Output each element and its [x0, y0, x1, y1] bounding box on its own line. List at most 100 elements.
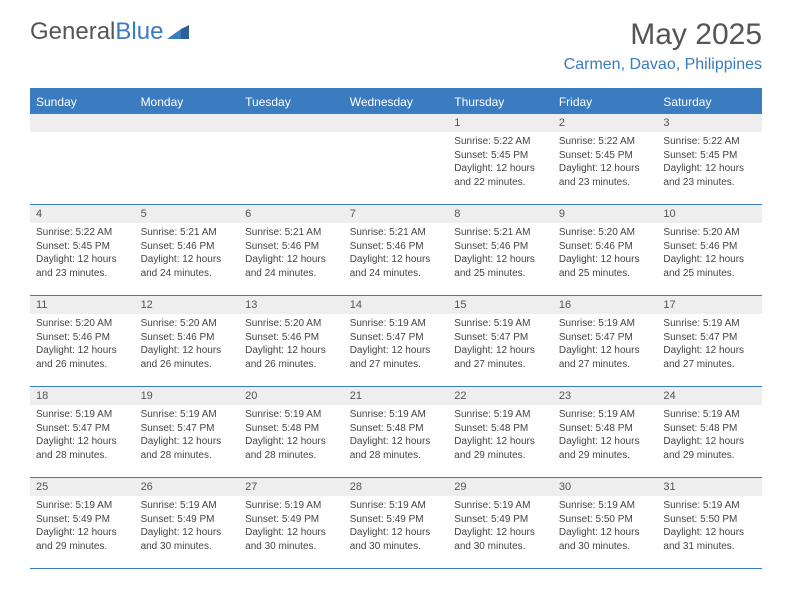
day-cell: 16Sunrise: 5:19 AMSunset: 5:47 PMDayligh… — [553, 296, 658, 386]
day-header-cell: Thursday — [448, 90, 553, 114]
day-details: Sunrise: 5:19 AMSunset: 5:48 PMDaylight:… — [657, 405, 762, 465]
day-cell: 29Sunrise: 5:19 AMSunset: 5:49 PMDayligh… — [448, 478, 553, 568]
day-cell: 21Sunrise: 5:19 AMSunset: 5:48 PMDayligh… — [344, 387, 449, 477]
week-row: 11Sunrise: 5:20 AMSunset: 5:46 PMDayligh… — [30, 296, 762, 387]
day-number — [344, 114, 449, 132]
day-details: Sunrise: 5:20 AMSunset: 5:46 PMDaylight:… — [553, 223, 658, 283]
logo-text-1: General — [30, 18, 115, 46]
day-number: 2 — [553, 114, 658, 132]
day-number: 4 — [30, 205, 135, 223]
day-number: 25 — [30, 478, 135, 496]
day-header-cell: Saturday — [657, 90, 762, 114]
day-details: Sunrise: 5:19 AMSunset: 5:50 PMDaylight:… — [553, 496, 658, 556]
day-number: 16 — [553, 296, 658, 314]
day-header-cell: Wednesday — [344, 90, 449, 114]
day-number: 7 — [344, 205, 449, 223]
day-number: 17 — [657, 296, 762, 314]
day-cell — [239, 114, 344, 204]
day-cell: 10Sunrise: 5:20 AMSunset: 5:46 PMDayligh… — [657, 205, 762, 295]
day-number: 12 — [135, 296, 240, 314]
day-cell — [344, 114, 449, 204]
day-details: Sunrise: 5:19 AMSunset: 5:48 PMDaylight:… — [448, 405, 553, 465]
day-details: Sunrise: 5:21 AMSunset: 5:46 PMDaylight:… — [344, 223, 449, 283]
day-cell: 1Sunrise: 5:22 AMSunset: 5:45 PMDaylight… — [448, 114, 553, 204]
day-number: 14 — [344, 296, 449, 314]
day-number: 3 — [657, 114, 762, 132]
weeks-container: 1 Sunrise: 5:22 AMSunset: 5:45 PMDaylight… — [30, 114, 762, 569]
day-cell: 14Sunrise: 5:19 AMSunset: 5:47 PMDayligh… — [344, 296, 449, 386]
day-cell: 26Sunrise: 5:19 AMSunset: 5:49 PMDayligh… — [135, 478, 240, 568]
day-details: Sunrise: 5:19 AMSunset: 5:49 PMDaylight:… — [135, 496, 240, 556]
day-cell: 27Sunrise: 5:19 AMSunset: 5:49 PMDayligh… — [239, 478, 344, 568]
day-cell: 8Sunrise: 5:21 AMSunset: 5:46 PMDaylight… — [448, 205, 553, 295]
day-details: Sunrise: 5:20 AMSunset: 5:46 PMDaylight:… — [657, 223, 762, 283]
day-cell: 13Sunrise: 5:20 AMSunset: 5:46 PMDayligh… — [239, 296, 344, 386]
day-number: 10 — [657, 205, 762, 223]
day-number: 6 — [239, 205, 344, 223]
day-number — [239, 114, 344, 132]
day-number — [30, 114, 135, 132]
day-number: 27 — [239, 478, 344, 496]
logo-text-2: Blue — [115, 18, 163, 46]
day-details: Sunrise: 5:19 AMSunset: 5:48 PMDaylight:… — [344, 405, 449, 465]
day-number: 21 — [344, 387, 449, 405]
day-cell: 23Sunrise: 5:19 AMSunset: 5:48 PMDayligh… — [553, 387, 658, 477]
day-cell: 6Sunrise: 5:21 AMSunset: 5:46 PMDaylight… — [239, 205, 344, 295]
day-cell: 19Sunrise: 5:19 AMSunset: 5:47 PMDayligh… — [135, 387, 240, 477]
day-details: Sunrise: 5:19 AMSunset: 5:49 PMDaylight:… — [239, 496, 344, 556]
day-cell: 28Sunrise: 5:19 AMSunset: 5:49 PMDayligh… — [344, 478, 449, 568]
day-details: Sunrise: 5:22 AMSunset: 5:45 PMDaylight:… — [30, 223, 135, 283]
week-row: 4Sunrise: 5:22 AMSunset: 5:45 PMDaylight… — [30, 205, 762, 296]
day-cell — [30, 114, 135, 204]
day-details: Sunrise: 5:20 AMSunset: 5:46 PMDaylight:… — [135, 314, 240, 374]
day-number: 8 — [448, 205, 553, 223]
day-details: Sunrise: 5:19 AMSunset: 5:50 PMDaylight:… — [657, 496, 762, 556]
day-cell: 7Sunrise: 5:21 AMSunset: 5:46 PMDaylight… — [344, 205, 449, 295]
location: Carmen, Davao, Philippines — [564, 56, 762, 74]
day-cell: 11Sunrise: 5:20 AMSunset: 5:46 PMDayligh… — [30, 296, 135, 386]
day-cell: 22Sunrise: 5:19 AMSunset: 5:48 PMDayligh… — [448, 387, 553, 477]
title-block: May 2025 Carmen, Davao, Philippines — [564, 18, 762, 74]
day-details: Sunrise: 5:20 AMSunset: 5:46 PMDaylight:… — [30, 314, 135, 374]
day-header-row: SundayMondayTuesdayWednesdayThursdayFrid… — [30, 90, 762, 114]
day-details: Sunrise: 5:19 AMSunset: 5:47 PMDaylight:… — [135, 405, 240, 465]
day-cell: 30Sunrise: 5:19 AMSunset: 5:50 PMDayligh… — [553, 478, 658, 568]
calendar: SundayMondayTuesdayWednesdayThursdayFrid… — [30, 88, 762, 569]
day-number: 28 — [344, 478, 449, 496]
day-details: Sunrise: 5:19 AMSunset: 5:47 PMDaylight:… — [344, 314, 449, 374]
day-cell: 18Sunrise: 5:19 AMSunset: 5:47 PMDayligh… — [30, 387, 135, 477]
day-cell: 4Sunrise: 5:22 AMSunset: 5:45 PMDaylight… — [30, 205, 135, 295]
day-details: Sunrise: 5:19 AMSunset: 5:48 PMDaylight:… — [239, 405, 344, 465]
day-header-cell: Monday — [135, 90, 240, 114]
logo: GeneralBlue — [30, 18, 189, 46]
header: GeneralBlue May 2025 Carmen, Davao, Phil… — [0, 0, 792, 80]
day-cell: 15Sunrise: 5:19 AMSunset: 5:47 PMDayligh… — [448, 296, 553, 386]
day-cell: 2Sunrise: 5:22 AMSunset: 5:45 PMDaylight… — [553, 114, 658, 204]
day-number: 19 — [135, 387, 240, 405]
day-details: Sunrise: 5:19 AMSunset: 5:47 PMDaylight:… — [448, 314, 553, 374]
day-number: 30 — [553, 478, 658, 496]
week-row: 25Sunrise: 5:19 AMSunset: 5:49 PMDayligh… — [30, 478, 762, 569]
day-number: 1 — [448, 114, 553, 132]
day-details: Sunrise: 5:19 AMSunset: 5:49 PMDaylight:… — [448, 496, 553, 556]
day-number: 5 — [135, 205, 240, 223]
day-cell: 25Sunrise: 5:19 AMSunset: 5:49 PMDayligh… — [30, 478, 135, 568]
day-number: 22 — [448, 387, 553, 405]
day-details: Sunrise: 5:19 AMSunset: 5:47 PMDaylight:… — [30, 405, 135, 465]
day-cell — [135, 114, 240, 204]
day-cell: 9Sunrise: 5:20 AMSunset: 5:46 PMDaylight… — [553, 205, 658, 295]
day-details: Sunrise: 5:21 AMSunset: 5:46 PMDaylight:… — [239, 223, 344, 283]
month-title: May 2025 — [564, 18, 762, 52]
day-header-cell: Friday — [553, 90, 658, 114]
day-cell: 24Sunrise: 5:19 AMSunset: 5:48 PMDayligh… — [657, 387, 762, 477]
logo-icon — [167, 18, 189, 46]
day-cell: 31Sunrise: 5:19 AMSunset: 5:50 PMDayligh… — [657, 478, 762, 568]
day-details: Sunrise: 5:20 AMSunset: 5:46 PMDaylight:… — [239, 314, 344, 374]
day-number: 11 — [30, 296, 135, 314]
day-cell: 20Sunrise: 5:19 AMSunset: 5:48 PMDayligh… — [239, 387, 344, 477]
day-number: 20 — [239, 387, 344, 405]
day-details: Sunrise: 5:19 AMSunset: 5:49 PMDaylight:… — [344, 496, 449, 556]
day-number — [135, 114, 240, 132]
day-details: Sunrise: 5:19 AMSunset: 5:47 PMDaylight:… — [553, 314, 658, 374]
day-number: 18 — [30, 387, 135, 405]
